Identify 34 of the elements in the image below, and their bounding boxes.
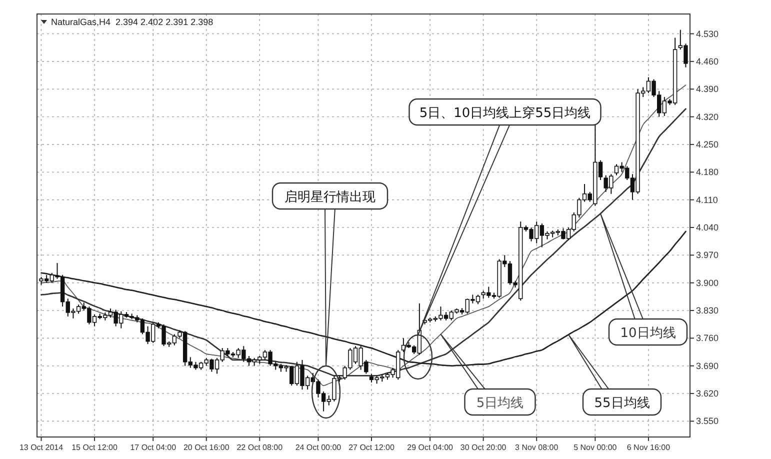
y-tick-label: 3.550 — [696, 416, 719, 426]
x-tick-label: 6 Nov 16:00 — [626, 443, 671, 452]
y-tick-label: 3.900 — [696, 278, 719, 288]
x-tick-label: 27 Oct 12:00 — [348, 443, 395, 452]
x-tick-label: 15 Oct 12:00 — [72, 443, 118, 452]
x-tick-label: 22 Oct 08:00 — [236, 443, 284, 452]
chart-title: NaturalGas,H4 2.394 2.402 2.391 2.398 — [51, 17, 214, 27]
x-tick-label: 29 Oct 04:00 — [407, 443, 454, 452]
x-tick-label: 5 Nov 00:00 — [574, 443, 618, 452]
y-tick-label: 3.690 — [696, 360, 719, 371]
x-tick-label: 20 Oct 16:00 — [183, 443, 230, 452]
annotation: 启明星行情出现 — [284, 189, 376, 205]
y-tick-label: 3.830 — [696, 305, 719, 316]
annotation: 5日、10日均线上穿55日均线 — [419, 106, 591, 121]
text: 10日均线 — [620, 326, 676, 341]
y-tick-label: 4.110 — [696, 194, 718, 205]
x-tick-label: 17 Oct 04:00 — [130, 443, 177, 452]
y-tick-label: 4.250 — [696, 139, 719, 150]
x-tick-label: 30 Oct 20:00 — [460, 443, 507, 452]
y-tick-label: 3.620 — [696, 388, 719, 399]
y-tick-label: 3.970 — [696, 250, 719, 260]
y-tick-label: 4.320 — [696, 112, 719, 122]
text: 5日均线 — [476, 396, 524, 411]
y-tick-label: 4.390 — [696, 84, 719, 94]
x-tick-label: 3 Nov 08:00 — [515, 443, 559, 452]
x-tick-label: 13 Oct 2014 — [19, 443, 64, 452]
y-tick-label: 4.530 — [696, 28, 719, 39]
line-series — [40, 230, 686, 367]
x-tick-label: 24 Oct 00:00 — [295, 443, 342, 452]
y-tick-label: 4.180 — [696, 167, 719, 178]
y-tick-label: 4.460 — [696, 56, 719, 66]
y-tick-label: 4.040 — [696, 222, 719, 232]
text: 55日均线 — [594, 396, 650, 411]
y-tick-label: 3.760 — [696, 333, 719, 344]
